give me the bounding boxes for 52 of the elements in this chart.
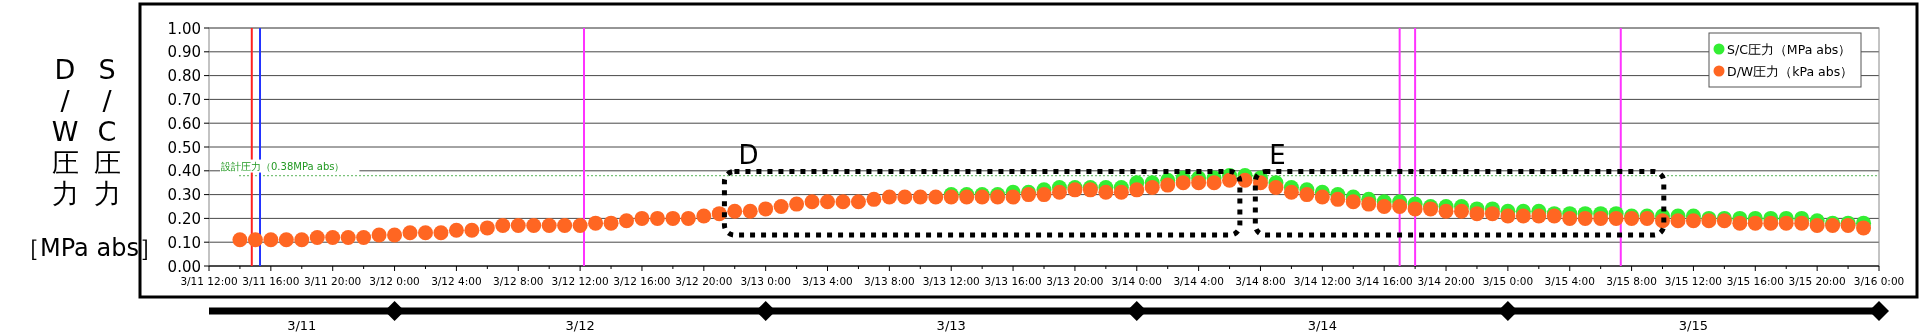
x-tick-label: 3/14 16:00: [1355, 275, 1413, 287]
annotation: D: [738, 139, 759, 170]
annotation: E: [1269, 139, 1286, 170]
x-tick-label: 3/15 0:00: [1482, 275, 1534, 287]
y-tick-label: 0.00: [167, 257, 201, 276]
x-tick-label: 3/14 12:00: [1293, 275, 1351, 287]
x-tick-label: 3/12 0:00: [369, 275, 420, 287]
x-tick-label: 3/14 20:00: [1417, 275, 1475, 287]
x2-tick-label: 3/13: [936, 318, 966, 333]
x-tick-label: 3/15 4:00: [1544, 275, 1595, 287]
x-tick-label: 3/15 20:00: [1788, 275, 1846, 287]
y-tick-label: 0.90: [167, 43, 201, 62]
x-tick-label: 3/14 0:00: [1111, 275, 1163, 287]
x2-tick-label: 3/11: [287, 318, 317, 333]
x-tick-label: 3/13 20:00: [1046, 275, 1104, 287]
y-tick-label: 0.80: [167, 67, 201, 86]
x-tick-label: 3/11 20:00: [304, 275, 362, 287]
x-tick-label: 3/13 12:00: [922, 275, 980, 287]
x-tick-label: 3/13 16:00: [984, 275, 1042, 287]
x-tick-label: 3/11 12:00: [180, 275, 238, 287]
x-tick-label: 3/15 16:00: [1726, 275, 1784, 287]
legend-label: D/W圧力（kPa abs）: [1727, 64, 1854, 79]
x-tick-label: 3/11 16:00: [242, 275, 300, 287]
y-tick-label: 0.60: [167, 114, 201, 133]
x-tick-label: 3/12 12:00: [551, 275, 609, 287]
x-tick-label: 3/14 8:00: [1235, 275, 1286, 287]
x-tick-label: 3/12 4:00: [431, 275, 482, 287]
y-tick-label: 0.20: [167, 209, 201, 228]
x-tick-label: 3/15 12:00: [1664, 275, 1723, 287]
y-tick-label: 0.40: [167, 162, 201, 181]
x-tick-label: 3/13 8:00: [864, 275, 915, 287]
y-tick-label: 0.70: [167, 90, 201, 109]
y-tick-label: 0.50: [167, 138, 201, 157]
x-tick-label: 3/12 16:00: [613, 275, 671, 287]
x-tick-label: 3/13 4:00: [802, 275, 853, 287]
x-tick-label: 3/15 8:00: [1606, 275, 1657, 287]
y-tick-label: 0.10: [167, 233, 201, 252]
x2-tick-label: 3/15: [1678, 318, 1709, 333]
x-tick-label: 3/14 4:00: [1173, 275, 1224, 287]
x2-tick-label: 3/14: [1307, 318, 1337, 333]
x-tick-label: 3/16 0:00: [1853, 275, 1905, 287]
y-tick-label: 1.00: [167, 19, 201, 38]
x-tick-label: 3/12 20:00: [675, 275, 733, 287]
ref-line-label: 設計圧力（0.38MPa abs）: [221, 160, 345, 172]
text: ［MPa abs］: [16, 233, 163, 264]
x-tick-label: 3/13 0:00: [740, 275, 791, 287]
text: D/W圧力: [50, 54, 80, 209]
x-tick-label: 3/12 8:00: [493, 275, 544, 287]
y-tick-label: 0.30: [167, 186, 201, 205]
legend-label: S/C圧力（MPa abs）: [1727, 42, 1852, 57]
y-axis-title: S/C圧力: [92, 54, 122, 209]
x2-tick-label: 3/12: [565, 318, 595, 333]
